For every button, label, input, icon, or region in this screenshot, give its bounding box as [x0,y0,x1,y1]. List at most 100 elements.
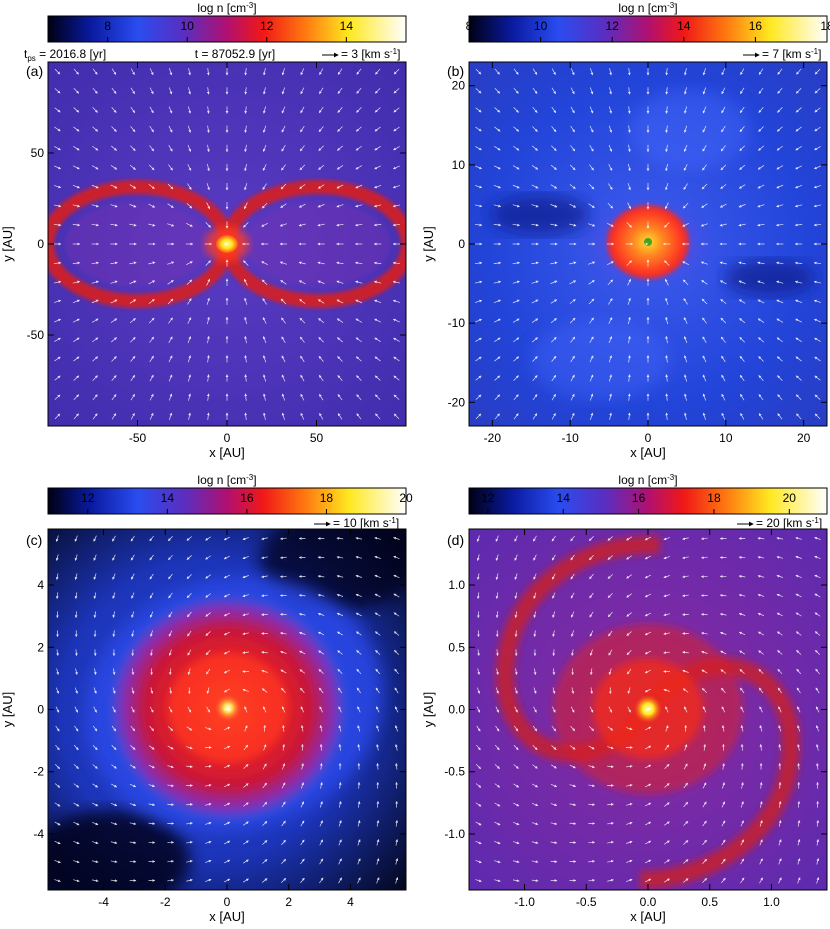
velocity-arrow [110,280,118,284]
velocity-arrow [393,107,400,113]
velocity-arrow [740,393,745,401]
velocity-arrow [167,203,174,208]
velocity-arrow [795,126,802,132]
velocity-arrow [664,202,669,210]
velocity-arrow [355,280,363,284]
velocity-arrow [720,299,727,304]
velocity-arrow [531,204,539,208]
velocity-arrow [92,375,98,381]
velocity-arrow [814,146,821,151]
velocity-arrow [188,393,191,401]
velocity-arrow [608,298,613,305]
panel-a-xlabel: x [AU] [209,445,244,460]
velocity-arrow [795,107,802,113]
colorbar-b-tick-label-2: 12 [606,19,620,33]
velocity-arrow [187,355,192,363]
velocity-arrow [130,725,136,732]
velocity-arrow [355,165,363,170]
velocity-arrow [493,318,501,323]
velocity-arrow [300,355,305,363]
velocity-arrow [609,412,612,420]
velocity-arrow [354,261,363,265]
panel-b-xtick-label-0: -20 [484,431,502,445]
velocity-arrow [702,125,707,133]
velocity-arrow [187,164,192,171]
velocity-arrow [550,223,558,227]
velocity-arrow [205,649,211,656]
velocity-arrow [168,611,173,618]
velocity-arrow [92,68,98,75]
velocity-arrow [205,859,212,863]
velocity-arrow [512,261,521,265]
velocity-arrow [336,574,344,578]
velocity-arrow [243,802,249,807]
velocity-arrow [551,374,557,382]
velocity-arrow [513,337,520,343]
velocity-arrow [319,877,324,884]
velocity-arrow [224,745,231,750]
velocity-arrow [551,412,556,420]
velocity-arrow [187,144,192,152]
velocity-arrow [298,203,306,208]
velocity-arrow [111,413,117,420]
velocity-arrow [187,668,191,675]
velocity-arrow [318,355,324,362]
velocity-arrow [318,318,325,324]
colorbar-b-tick-label-0: 8 [466,19,473,33]
velocity-arrow [129,280,137,284]
velocity-arrow [776,145,783,151]
velocity-arrow [493,280,502,284]
velocity-arrow [54,802,61,807]
velocity-arrow [186,611,192,618]
panel-c-ytick-label-2: 0 [37,703,44,717]
velocity-arrow [55,725,60,732]
velocity-arrow [224,878,231,883]
velocity-arrow [129,822,137,826]
velocity-arrow [739,164,746,170]
velocity-arrow [531,299,539,304]
velocity-arrow [168,393,173,401]
velocity-arrow [129,860,137,863]
velocity-arrow [721,355,726,363]
velocity-arrow [589,125,594,133]
velocity-arrow [111,106,117,113]
velocity-arrow [187,336,192,344]
velocity-arrow [702,317,707,324]
velocity-arrow [282,743,286,751]
velocity-arrow [588,280,595,285]
velocity-arrow [186,574,192,579]
velocity-arrow [167,765,174,769]
velocity-arrow [92,126,99,132]
velocity-arrow [374,107,381,113]
velocity-arrow [317,280,325,284]
velocity-arrow [110,802,118,807]
panel-b-xtick-label-3: 10 [719,431,733,445]
velocity-arrow [374,184,382,189]
velocity-arrow [167,745,174,750]
velocity-arrow [475,413,482,420]
velocity-arrow [532,106,538,113]
velocity-arrow [148,203,156,208]
velocity-arrow [206,706,211,713]
velocity-arrow [53,261,62,265]
velocity-arrow [569,184,576,189]
velocity-arrow [757,280,765,284]
velocity-arrow [607,279,614,286]
velocity-arrow [336,204,344,208]
velocity-arrow [738,280,746,284]
velocity-arrow [589,393,594,401]
colorbar-c-tick-label-3: 18 [320,491,334,505]
svg-text:= 10 [km s-1]: = 10 [km s-1] [333,516,399,530]
velocity-arrow [206,355,210,363]
velocity-arrow [244,706,248,713]
velocity-arrow [148,164,155,171]
velocity-arrow [627,106,631,114]
velocity-arrow [777,107,783,113]
velocity-arrow [262,763,267,770]
velocity-arrow [532,87,538,94]
velocity-arrow [719,280,727,285]
velocity-arrow [281,355,286,363]
velocity-arrow [300,839,305,846]
velocity-arrow [701,203,708,208]
